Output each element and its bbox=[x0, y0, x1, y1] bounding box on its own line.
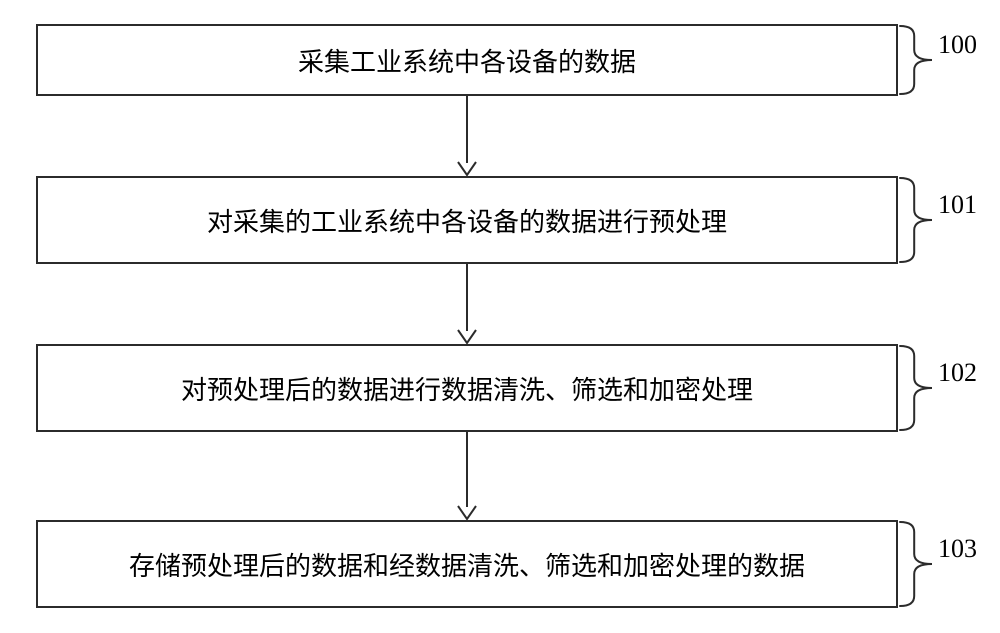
flow-step-box: 采集工业系统中各设备的数据 bbox=[36, 24, 898, 96]
brace-icon bbox=[898, 176, 934, 264]
flow-step-box: 对预处理后的数据进行数据清洗、筛选和加密处理 bbox=[36, 344, 898, 432]
step-number-label: 102 bbox=[938, 358, 977, 388]
flow-arrow-icon bbox=[454, 264, 480, 344]
flow-step-box: 对采集的工业系统中各设备的数据进行预处理 bbox=[36, 176, 898, 264]
flow-arrow-icon bbox=[454, 96, 480, 176]
flow-step-text: 对采集的工业系统中各设备的数据进行预处理 bbox=[207, 202, 727, 239]
flow-step-text: 采集工业系统中各设备的数据 bbox=[298, 42, 636, 79]
brace-icon bbox=[898, 344, 934, 432]
flow-step-box: 存储预处理后的数据和经数据清洗、筛选和加密处理的数据 bbox=[36, 520, 898, 608]
flow-arrow-icon bbox=[454, 432, 480, 520]
brace-icon bbox=[898, 24, 934, 96]
flow-step-text: 对预处理后的数据进行数据清洗、筛选和加密处理 bbox=[181, 370, 753, 407]
flowchart-canvas: 采集工业系统中各设备的数据对采集的工业系统中各设备的数据进行预处理对预处理后的数… bbox=[0, 0, 1000, 633]
step-number-label: 101 bbox=[938, 190, 977, 220]
step-number-label: 103 bbox=[938, 534, 977, 564]
brace-icon bbox=[898, 520, 934, 608]
flow-step-text: 存储预处理后的数据和经数据清洗、筛选和加密处理的数据 bbox=[129, 546, 805, 583]
step-number-label: 100 bbox=[938, 30, 977, 60]
